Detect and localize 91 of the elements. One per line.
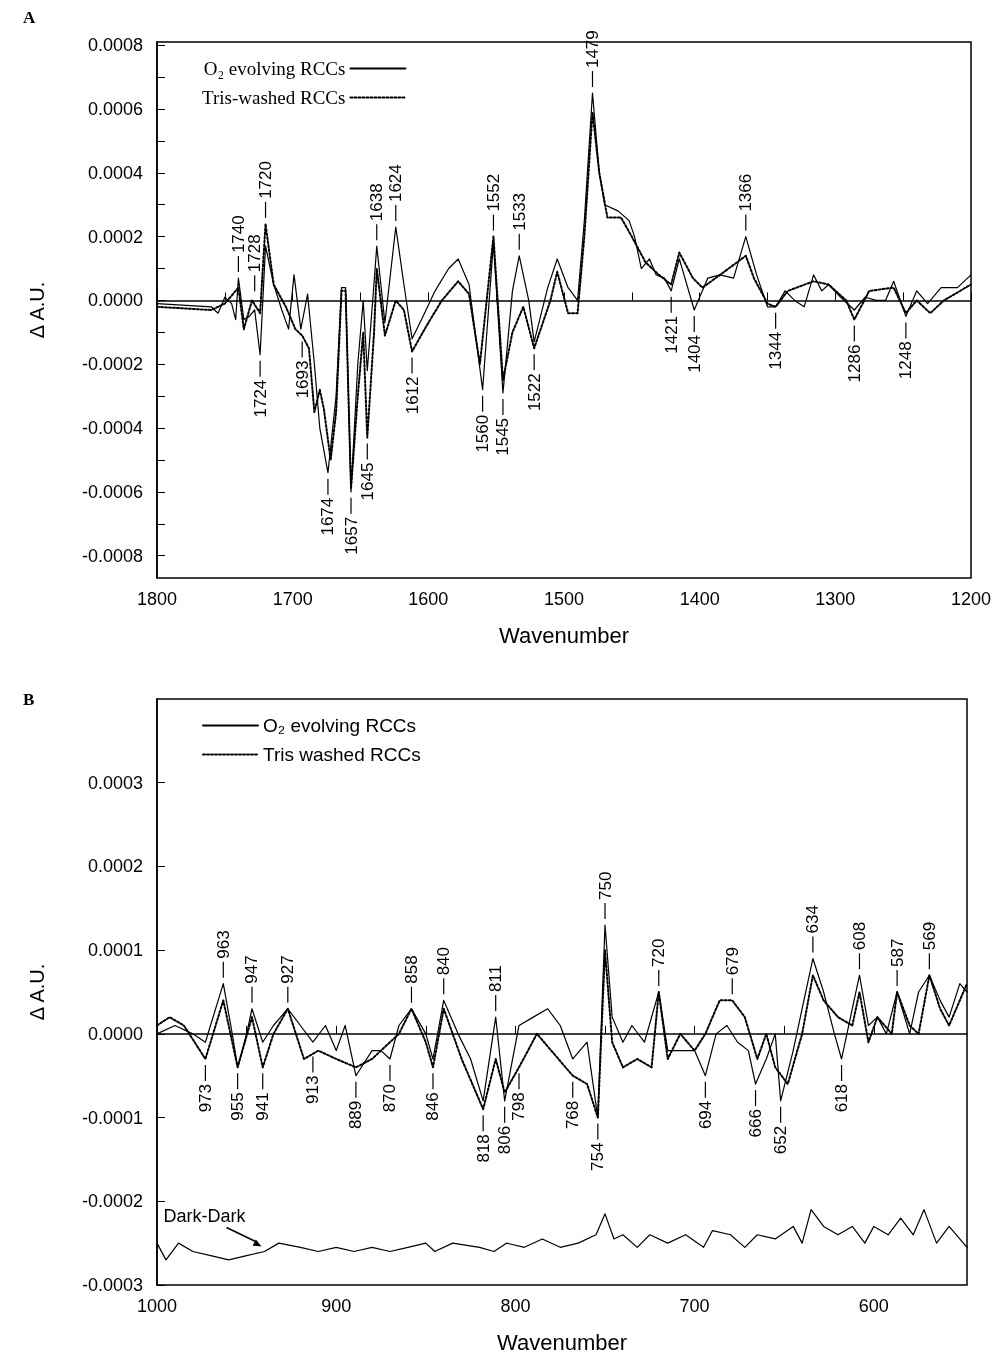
x-tick-label: 1700	[272, 589, 313, 609]
chart-title: A	[23, 8, 36, 27]
y-tick-label: 0.0006	[87, 99, 143, 119]
annotation: 947	[242, 955, 262, 984]
annotation: 1421	[661, 315, 681, 354]
annotation: 652	[771, 1125, 791, 1155]
annotation: 927	[278, 955, 298, 984]
annotation: 840	[434, 947, 454, 976]
annotation: 1286	[844, 344, 864, 383]
x-axis-title: Wavenumber	[496, 1329, 628, 1355]
annotation: 1657	[341, 516, 361, 555]
y-tick-label: -0.0003	[81, 1275, 143, 1295]
annotation: 1674	[318, 497, 338, 536]
x-tick-label: 1800	[136, 589, 178, 609]
annotation: 963	[213, 930, 233, 959]
annotation: 569	[919, 921, 939, 951]
annotation: 634	[803, 905, 823, 934]
annotation: 1533	[509, 192, 529, 231]
annotation: 1545	[493, 417, 513, 456]
y-tick-label: 0.0003	[87, 772, 143, 793]
y-tick-label: -0.0001	[81, 1107, 143, 1128]
annotation: 1740	[228, 215, 248, 254]
annotation: 1728	[245, 234, 265, 273]
annotation: Dark-Dark	[163, 1205, 247, 1226]
annotation: 1560	[473, 414, 493, 453]
annotation: 846	[423, 1092, 443, 1121]
annotation: 1479	[582, 30, 602, 69]
legend-label: Tris-washed RCCs	[201, 87, 346, 108]
annotation: 1638	[367, 183, 387, 222]
annotation: 818	[473, 1134, 493, 1163]
x-tick-label: 1400	[679, 589, 720, 609]
annotation: 1693	[292, 360, 312, 399]
annotation: 750	[595, 871, 615, 901]
y-tick-label: 0.0008	[87, 35, 143, 56]
annotation: 870	[380, 1083, 400, 1113]
annotation: 858	[401, 955, 421, 984]
annotation: 941	[253, 1092, 273, 1121]
annotation: 679	[722, 947, 742, 976]
annotation: 1552	[483, 173, 503, 212]
y-tick-label: 0.0004	[87, 162, 143, 183]
y-tick-label: -0.0004	[81, 418, 143, 439]
y-tick-label: 0.0002	[87, 226, 143, 247]
x-tick-label: 1200	[950, 589, 992, 609]
annotation: 973	[195, 1083, 215, 1113]
annotation: 1344	[766, 331, 786, 370]
x-tick-label: 600	[858, 1296, 889, 1316]
annotation: 608	[849, 921, 869, 951]
x-tick-label: 1500	[543, 589, 585, 609]
y-axis-title: Δ A.U.	[26, 963, 48, 1021]
annotation: 1366	[736, 173, 756, 212]
chart-title: B	[23, 690, 35, 709]
y-tick-label: 0.0001	[87, 940, 143, 961]
y-tick-label: 0.0002	[87, 856, 143, 877]
annotation: 889	[346, 1100, 366, 1130]
y-tick-label: -0.0006	[81, 481, 143, 502]
legend-label: O₂ evolving RCCs	[203, 58, 346, 79]
annotation: 618	[832, 1083, 852, 1113]
legend-label: O₂ evolving RCCs	[263, 715, 417, 736]
annotation: 1404	[684, 335, 704, 373]
x-tick-label: 1000	[136, 1296, 178, 1316]
annotation: 1612	[402, 376, 422, 415]
annotation: 955	[228, 1092, 248, 1121]
x-tick-label: 1600	[408, 589, 449, 609]
annotation: 1724	[250, 379, 270, 418]
annotation: 1522	[524, 373, 544, 412]
y-tick-label: 0.0000	[87, 290, 143, 311]
x-tick-label: 700	[679, 1296, 710, 1316]
annotation: 666	[746, 1109, 766, 1138]
annotation: 720	[649, 938, 669, 967]
x-tick-label: 900	[321, 1296, 352, 1316]
annotation: 587	[887, 938, 907, 967]
annotation: 798	[509, 1092, 529, 1121]
annotation: 1624	[386, 164, 406, 203]
annotation: 913	[303, 1075, 323, 1104]
annotation: 754	[588, 1142, 608, 1171]
y-tick-label: -0.0002	[81, 1191, 143, 1212]
annotation: 1645	[357, 462, 377, 501]
y-axis-title: Δ A.U.	[26, 281, 48, 339]
x-axis-title: Wavenumber	[498, 622, 630, 648]
annotation: 694	[695, 1100, 715, 1130]
annotation: 806	[495, 1125, 515, 1155]
x-tick-label: 1300	[815, 589, 856, 609]
y-tick-label: -0.0008	[81, 545, 143, 566]
annotation: 768	[563, 1100, 583, 1130]
y-tick-label: -0.0002	[81, 354, 143, 375]
legend-label: Tris washed RCCs	[263, 744, 421, 765]
y-tick-label: 0.0000	[87, 1023, 143, 1044]
annotation: 1720	[256, 161, 276, 199]
annotation: 1248	[896, 341, 916, 380]
x-tick-label: 800	[500, 1296, 531, 1316]
annotation: 811	[486, 965, 506, 993]
